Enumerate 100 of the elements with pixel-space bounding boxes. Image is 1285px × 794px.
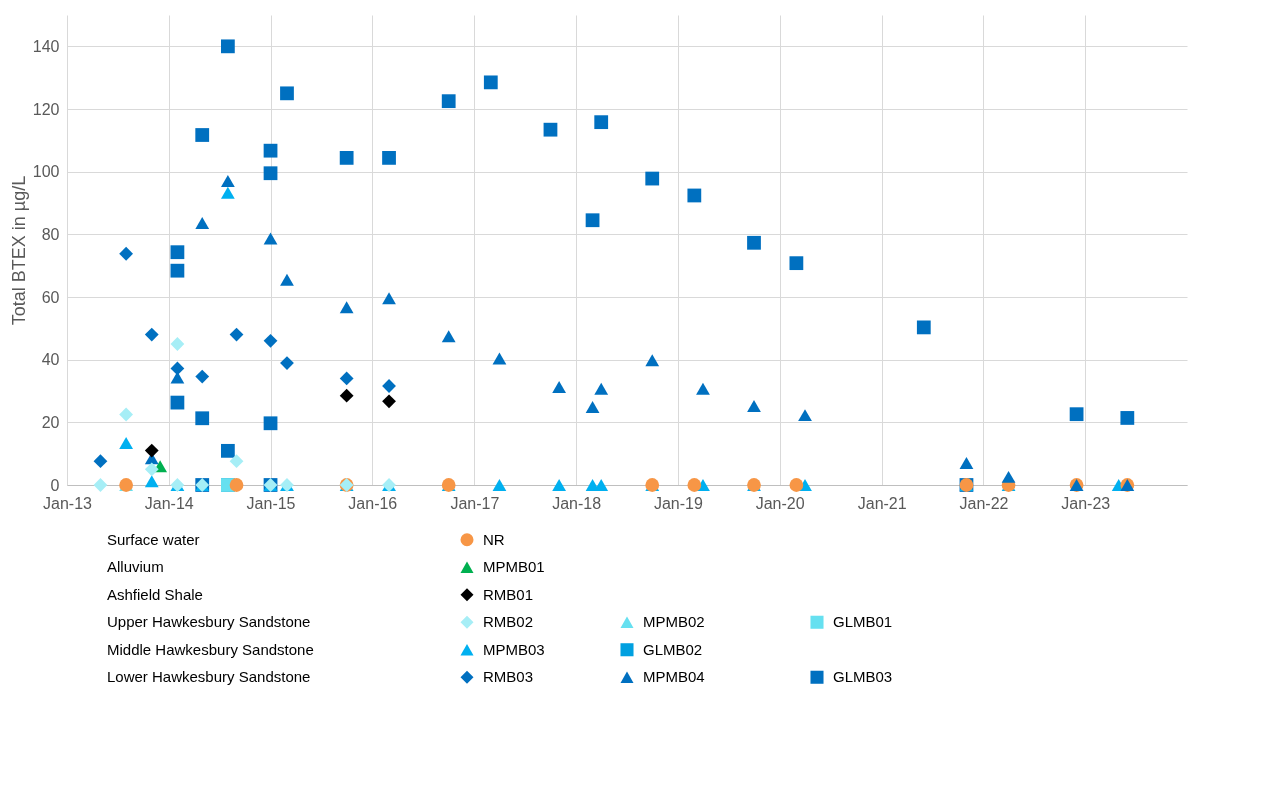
point [119, 246, 133, 261]
y-axis-title: Total BTEX in µg/L [8, 175, 29, 326]
point [339, 301, 354, 314]
point [696, 382, 710, 395]
x-tick-label: Jan-13 [43, 494, 93, 512]
legend-label: NR [483, 530, 505, 548]
point [144, 462, 159, 477]
point [594, 382, 609, 395]
point [263, 166, 278, 181]
point [1069, 407, 1084, 422]
point [170, 361, 185, 376]
x-tick-label: Jan-22 [959, 494, 1009, 512]
point [798, 409, 812, 422]
point [687, 188, 702, 203]
point [339, 371, 354, 386]
point [747, 400, 761, 413]
point [552, 380, 566, 393]
legend-label: GLMB03 [833, 668, 893, 686]
point [144, 327, 159, 342]
point [789, 478, 804, 492]
point [93, 454, 108, 469]
point [280, 356, 294, 371]
x-tick-label: Jan-17 [450, 494, 500, 512]
point [382, 292, 396, 305]
point [959, 457, 974, 470]
x-tick-label: Jan-18 [552, 494, 602, 512]
y-tick-label: 100 [32, 163, 60, 181]
y-tick-label: 120 [32, 100, 60, 118]
point [552, 479, 566, 491]
point [1001, 470, 1016, 483]
point [229, 454, 244, 469]
text: Middle Hawkesbury Sandstone [107, 640, 314, 658]
point [441, 330, 456, 343]
legend-label: MPMB02 [643, 613, 705, 631]
point [263, 333, 278, 348]
x-tick-label: Jan-15 [246, 494, 296, 512]
x-tick-label: Jan-19 [653, 494, 703, 512]
text: Ashfield Shale [107, 585, 203, 603]
point [220, 175, 235, 188]
text: Upper Hawkesbury Sandstone [107, 613, 311, 631]
x-tick-label: Jan-23 [1061, 494, 1111, 512]
point [220, 443, 235, 458]
point [170, 337, 185, 351]
point [93, 478, 108, 492]
x-tick-label: Jan-16 [348, 494, 398, 512]
legend-label: MPMB03 [483, 640, 545, 658]
point [339, 388, 354, 403]
point [195, 369, 210, 384]
y-tick-label: 20 [41, 413, 60, 431]
text: Surface water [107, 530, 200, 548]
point [441, 94, 456, 109]
point [492, 479, 507, 491]
point [263, 143, 278, 158]
legend-label: GLMB02 [643, 640, 703, 658]
point [229, 327, 244, 342]
legend-label: RMB03 [483, 668, 534, 686]
point [144, 475, 159, 488]
legend-label: GLMB01 [833, 613, 893, 631]
point [195, 128, 210, 142]
point [687, 478, 702, 492]
legend-label: RMB01 [483, 585, 534, 603]
point [144, 443, 159, 458]
point [916, 320, 931, 335]
text: Lower Hawkesbury Sandstone [107, 668, 311, 686]
text: Alluvium [107, 558, 164, 576]
point [1120, 411, 1135, 425]
point [645, 354, 660, 367]
legend-label: RMB02 [483, 613, 534, 631]
y-tick-label: 140 [32, 37, 60, 55]
point [220, 39, 235, 54]
point [229, 478, 244, 492]
point [543, 122, 558, 137]
point [492, 352, 507, 365]
point [382, 394, 396, 409]
point [119, 407, 133, 422]
point [220, 186, 235, 199]
y-tick-label: 60 [41, 288, 60, 306]
point [585, 213, 600, 228]
y-tick-label: 0 [50, 476, 60, 494]
x-tick-label: Jan-14 [144, 494, 194, 512]
point [594, 115, 609, 130]
y-tick-label: 80 [41, 225, 60, 243]
point [645, 171, 660, 186]
point [195, 217, 210, 230]
legend-label: MPMB04 [643, 668, 705, 686]
point [280, 273, 294, 286]
point [789, 256, 804, 271]
x-tick-label: Jan-20 [755, 494, 805, 512]
point [263, 416, 278, 431]
point [483, 75, 498, 90]
point [195, 411, 210, 426]
point [170, 245, 185, 260]
point [339, 150, 354, 165]
point [170, 371, 185, 384]
point [119, 437, 133, 449]
point [280, 86, 294, 101]
point [382, 150, 396, 165]
point [263, 232, 278, 245]
x-tick-label: Jan-21 [857, 494, 907, 512]
point [585, 401, 600, 413]
